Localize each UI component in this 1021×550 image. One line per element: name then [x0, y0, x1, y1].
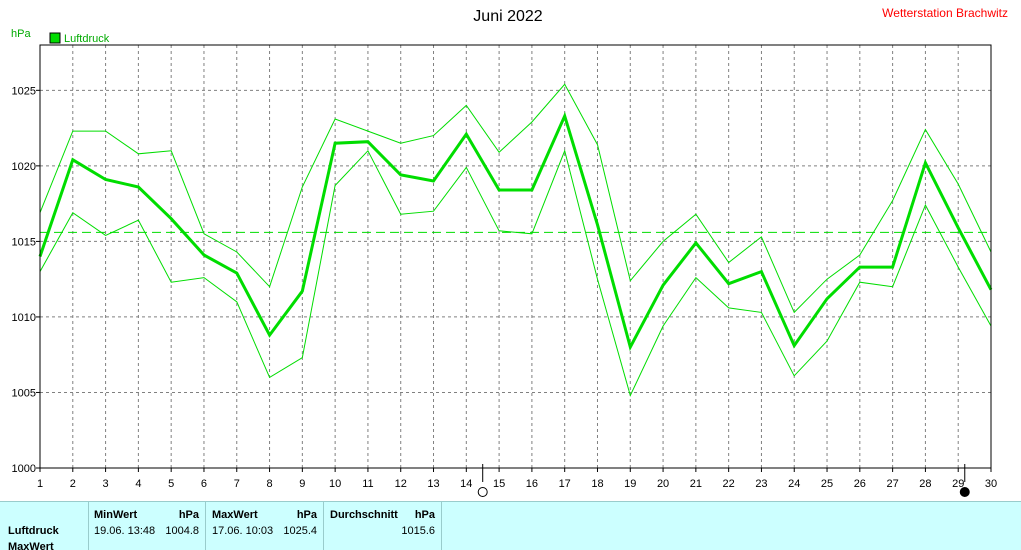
stats-max-cell: MaxWert hPa 17.06. 10:03 1025.4	[206, 502, 324, 550]
min-time: 19.06. 13:48	[94, 525, 156, 537]
x-tick-label: 11	[362, 478, 373, 490]
x-tick-label: 9	[299, 478, 305, 490]
x-tick-label: 15	[493, 478, 505, 490]
max-header: MaxWert	[212, 509, 258, 521]
legend-label: Luftdruck	[64, 33, 110, 45]
x-tick-label: 28	[919, 478, 931, 490]
x-tick-label: 30	[985, 478, 997, 490]
x-tick-label: 23	[755, 478, 767, 490]
avg-value: 1015.6	[401, 525, 435, 537]
x-tick-label: 5	[168, 478, 174, 490]
min-value: 1004.8	[165, 525, 199, 537]
series-line-min	[39, 149, 992, 397]
stats-row-label: Luftdruck	[8, 525, 59, 537]
x-tick-label: 10	[329, 478, 341, 490]
min-unit: hPa	[178, 509, 199, 521]
x-tick-label: 7	[234, 478, 240, 490]
x-tick-label: 12	[395, 478, 407, 490]
x-tick-label: 29	[952, 478, 964, 490]
y-tick-label: 1005	[12, 387, 36, 399]
series-line-max	[39, 83, 992, 314]
y-tick-label: 1010	[12, 312, 36, 324]
new-moon-icon	[477, 487, 488, 497]
legend-swatch	[49, 32, 61, 44]
x-tick-label: 26	[854, 478, 866, 490]
x-tick-label: 16	[526, 478, 538, 490]
x-tick-label: 8	[266, 478, 272, 490]
full-moon-icon	[959, 487, 970, 497]
avg-unit: hPa	[414, 509, 435, 521]
stats-label-cell: Luftdruck MaxWert	[0, 502, 89, 550]
y-tick-label: 1020	[12, 161, 36, 173]
plot-frame	[39, 44, 992, 469]
x-tick-label: 24	[788, 478, 800, 490]
stats-min-cell: MinWert hPa 19.06. 13:48 1004.8	[89, 502, 206, 550]
x-tick-label: 21	[690, 478, 702, 490]
stats-avg-cell: Durchschnitt hPa 1015.6	[324, 502, 442, 550]
x-tick-label: 25	[821, 478, 833, 490]
stats-row-label-2: MaxWert	[8, 541, 54, 550]
max-time: 17.06. 10:03	[212, 525, 274, 537]
y-unit-label: hPa	[11, 28, 31, 40]
y-tick-label: 1015	[12, 236, 36, 248]
min-header: MinWert	[94, 509, 138, 521]
x-tick-label: 2	[70, 478, 76, 490]
series-lines	[38, 83, 993, 397]
y-tick-label: 1000	[12, 463, 36, 475]
avg-header: Durchschnitt	[330, 509, 398, 521]
chart-title: Juni 2022	[473, 8, 542, 25]
x-tick-label: 19	[624, 478, 636, 490]
max-unit: hPa	[296, 509, 317, 521]
x-tick-label: 27	[886, 478, 898, 490]
chart-area: Juni 2022 Wetterstation Brachwitz hPa Lu…	[11, 6, 1008, 497]
grid	[40, 45, 991, 468]
x-tick-label: 18	[591, 478, 603, 490]
x-tick-label: 13	[427, 478, 439, 490]
x-tick-label: 14	[460, 478, 472, 490]
station-name: Wetterstation Brachwitz	[882, 6, 1008, 20]
x-tick-label: 20	[657, 478, 669, 490]
x-tick-label: 22	[723, 478, 735, 490]
axes: 1 2 3 4 5 6 7 8 9 10 11 12 13 14 15 16 17 18 19 20 21 22 23 24 2…	[12, 44, 997, 490]
x-tick-label: 17	[559, 478, 571, 490]
x-tick-label: 1	[37, 478, 43, 490]
x-tick-label: 6	[201, 478, 207, 490]
moon-markers	[477, 464, 970, 497]
y-tick-label: 1025	[12, 85, 36, 97]
max-value: 1025.4	[283, 525, 317, 537]
x-tick-label: 3	[103, 478, 109, 490]
series-line-luftdruck	[38, 111, 993, 352]
x-tick-label: 4	[135, 478, 141, 490]
stats-table: Luftdruck MaxWert MinWert hPa 19.06. 13:…	[0, 501, 1021, 550]
